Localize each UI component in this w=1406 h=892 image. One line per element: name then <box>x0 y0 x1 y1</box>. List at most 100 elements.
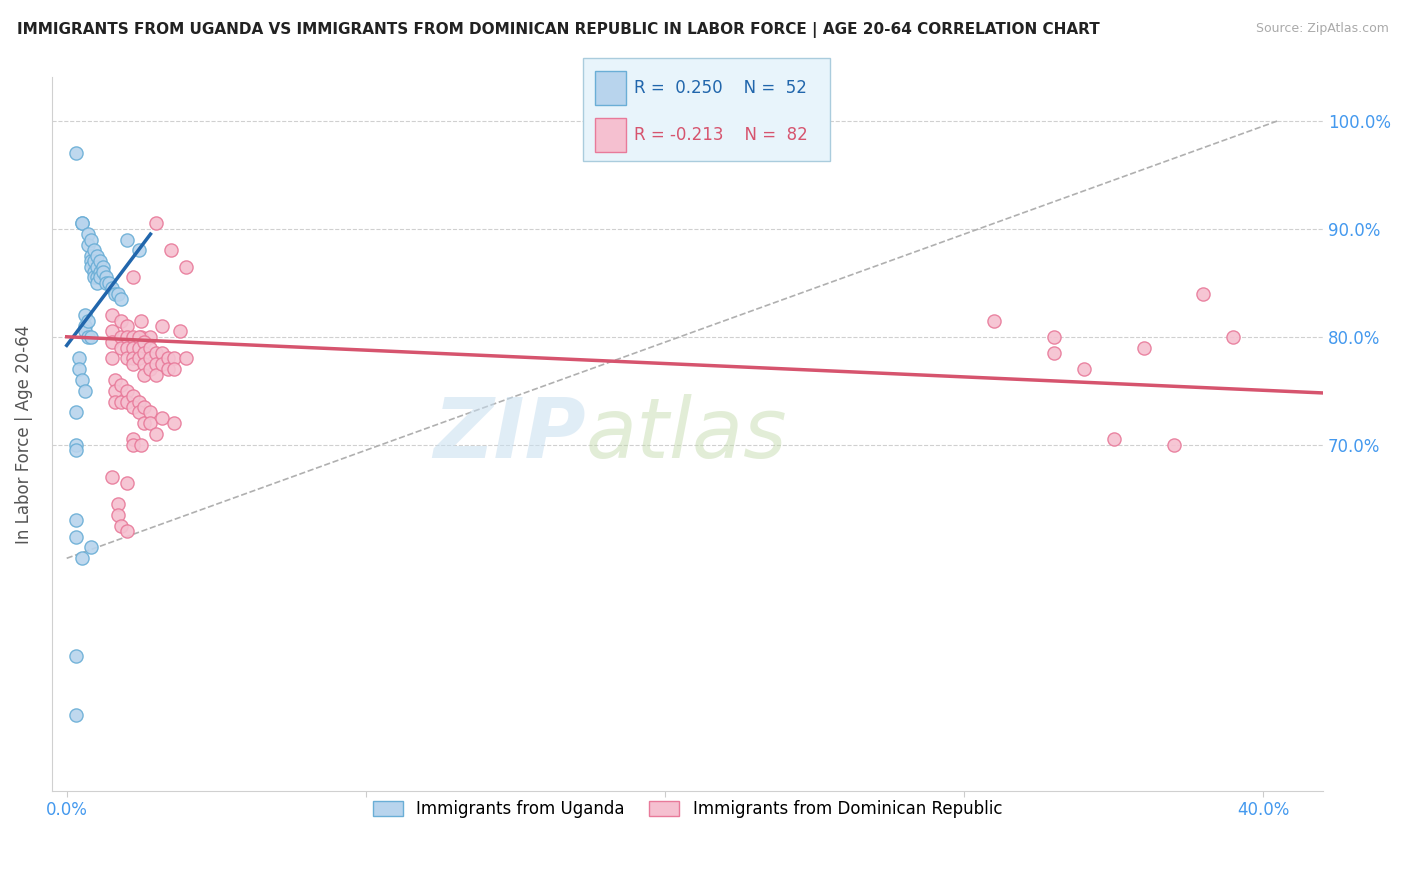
Point <box>121 433 143 447</box>
Point <box>100 470 122 484</box>
Point <box>145 368 167 382</box>
Point <box>79 254 101 268</box>
Point <box>152 346 174 360</box>
Point <box>131 313 153 327</box>
Point <box>115 351 138 366</box>
Point <box>97 276 120 290</box>
Point <box>1043 346 1066 360</box>
Point <box>115 233 138 247</box>
Point <box>89 265 111 279</box>
Point <box>70 551 93 566</box>
Point <box>176 260 198 274</box>
Point <box>110 378 132 392</box>
Point <box>139 416 162 430</box>
Point <box>1073 362 1095 376</box>
Point <box>76 227 98 241</box>
Point <box>139 351 162 366</box>
Point <box>76 330 98 344</box>
Point <box>115 475 138 490</box>
Point <box>83 270 105 285</box>
Point <box>134 346 156 360</box>
Point <box>70 216 93 230</box>
Point <box>89 270 111 285</box>
Point <box>73 384 96 398</box>
Text: atlas: atlas <box>586 393 787 475</box>
Point <box>134 368 156 382</box>
Point <box>121 351 143 366</box>
Point <box>73 308 96 322</box>
Point <box>65 438 87 452</box>
Point <box>103 394 125 409</box>
Point <box>1102 433 1125 447</box>
Point <box>1043 330 1066 344</box>
Point <box>110 519 132 533</box>
Point <box>139 341 162 355</box>
Point <box>103 373 125 387</box>
Point <box>128 405 150 419</box>
Point <box>169 324 191 338</box>
Point <box>86 260 108 274</box>
Point <box>157 351 180 366</box>
Point <box>128 341 150 355</box>
Point <box>157 362 180 376</box>
Point <box>134 416 156 430</box>
Point <box>131 438 153 452</box>
Point <box>121 330 143 344</box>
Point <box>100 324 122 338</box>
Point <box>139 362 162 376</box>
Point <box>115 394 138 409</box>
Point <box>65 530 87 544</box>
Point <box>115 341 138 355</box>
Point <box>65 648 87 663</box>
Point <box>79 233 101 247</box>
Point <box>70 373 93 387</box>
Point <box>103 286 125 301</box>
Point <box>65 146 87 161</box>
Point <box>128 394 150 409</box>
Point <box>134 400 156 414</box>
Point <box>163 351 186 366</box>
Point <box>103 384 125 398</box>
Point <box>139 405 162 419</box>
Point <box>121 389 143 403</box>
Point <box>65 405 87 419</box>
Point <box>152 357 174 371</box>
Point <box>145 216 167 230</box>
Point <box>176 351 198 366</box>
Point <box>115 318 138 333</box>
Point <box>128 330 150 344</box>
Point <box>121 400 143 414</box>
Point <box>145 427 167 442</box>
Point <box>100 308 122 322</box>
Point <box>121 341 143 355</box>
Point <box>86 249 108 263</box>
Point <box>79 260 101 274</box>
Point <box>100 351 122 366</box>
Point <box>94 270 117 285</box>
Point <box>134 357 156 371</box>
Point <box>115 524 138 539</box>
Point <box>107 286 129 301</box>
Point <box>1132 341 1154 355</box>
Point <box>152 410 174 425</box>
Point <box>1222 330 1244 344</box>
Point <box>76 313 98 327</box>
Point <box>79 541 101 555</box>
Point <box>91 265 114 279</box>
Point <box>121 438 143 452</box>
Point <box>152 318 174 333</box>
Text: IMMIGRANTS FROM UGANDA VS IMMIGRANTS FROM DOMINICAN REPUBLIC IN LABOR FORCE | AG: IMMIGRANTS FROM UGANDA VS IMMIGRANTS FRO… <box>17 22 1099 38</box>
Text: ZIP: ZIP <box>433 393 586 475</box>
Legend: Immigrants from Uganda, Immigrants from Dominican Republic: Immigrants from Uganda, Immigrants from … <box>366 794 1010 825</box>
Point <box>73 318 96 333</box>
Point <box>131 330 153 344</box>
Point <box>163 416 186 430</box>
Text: R = -0.213    N =  82: R = -0.213 N = 82 <box>634 126 808 144</box>
Point <box>134 335 156 350</box>
Point <box>110 341 132 355</box>
Point <box>139 330 162 344</box>
Text: R =  0.250    N =  52: R = 0.250 N = 52 <box>634 79 807 97</box>
Point <box>91 260 114 274</box>
Point <box>83 254 105 268</box>
Point <box>83 244 105 258</box>
